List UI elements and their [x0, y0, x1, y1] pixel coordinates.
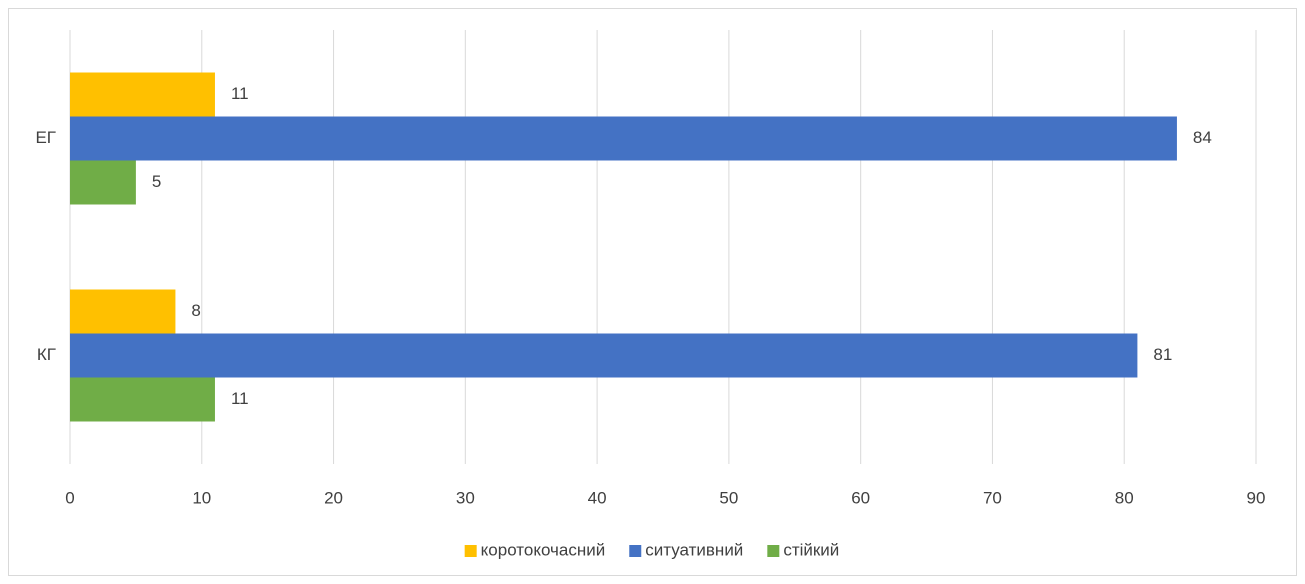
x-tick-label: 30: [456, 488, 475, 507]
legend-swatch: [767, 545, 780, 557]
x-tick-label: 90: [1247, 488, 1266, 507]
legend-label: ситуативний: [645, 540, 743, 559]
x-tick-label: 50: [719, 488, 738, 507]
y-tick-label: ЕГ: [35, 128, 56, 147]
x-tick-label: 40: [588, 488, 607, 507]
legend-label: коротокочасний: [481, 540, 606, 559]
x-tick-label: 20: [324, 488, 343, 507]
data-label: 84: [1193, 128, 1212, 147]
bar: [70, 116, 1177, 161]
x-tick-label: 0: [65, 488, 74, 507]
bar: [70, 72, 215, 117]
x-tick-label: 60: [851, 488, 870, 507]
x-tick-label: 70: [983, 488, 1002, 507]
bar: [70, 160, 136, 205]
legend-swatch: [464, 545, 477, 557]
x-tick-label: 80: [1115, 488, 1134, 507]
data-label: 11: [231, 389, 249, 408]
data-label: 5: [152, 172, 161, 191]
data-label: 8: [191, 301, 200, 320]
data-label: 11: [231, 84, 249, 103]
legend-label: стійкий: [783, 540, 839, 559]
bar: [70, 289, 176, 334]
data-label: 81: [1153, 345, 1172, 364]
bar: [70, 333, 1138, 378]
chart-border: [8, 8, 1297, 576]
y-tick-label: КГ: [37, 345, 56, 364]
bar: [70, 377, 215, 422]
x-tick-label: 10: [192, 488, 211, 507]
legend-swatch: [629, 545, 642, 557]
